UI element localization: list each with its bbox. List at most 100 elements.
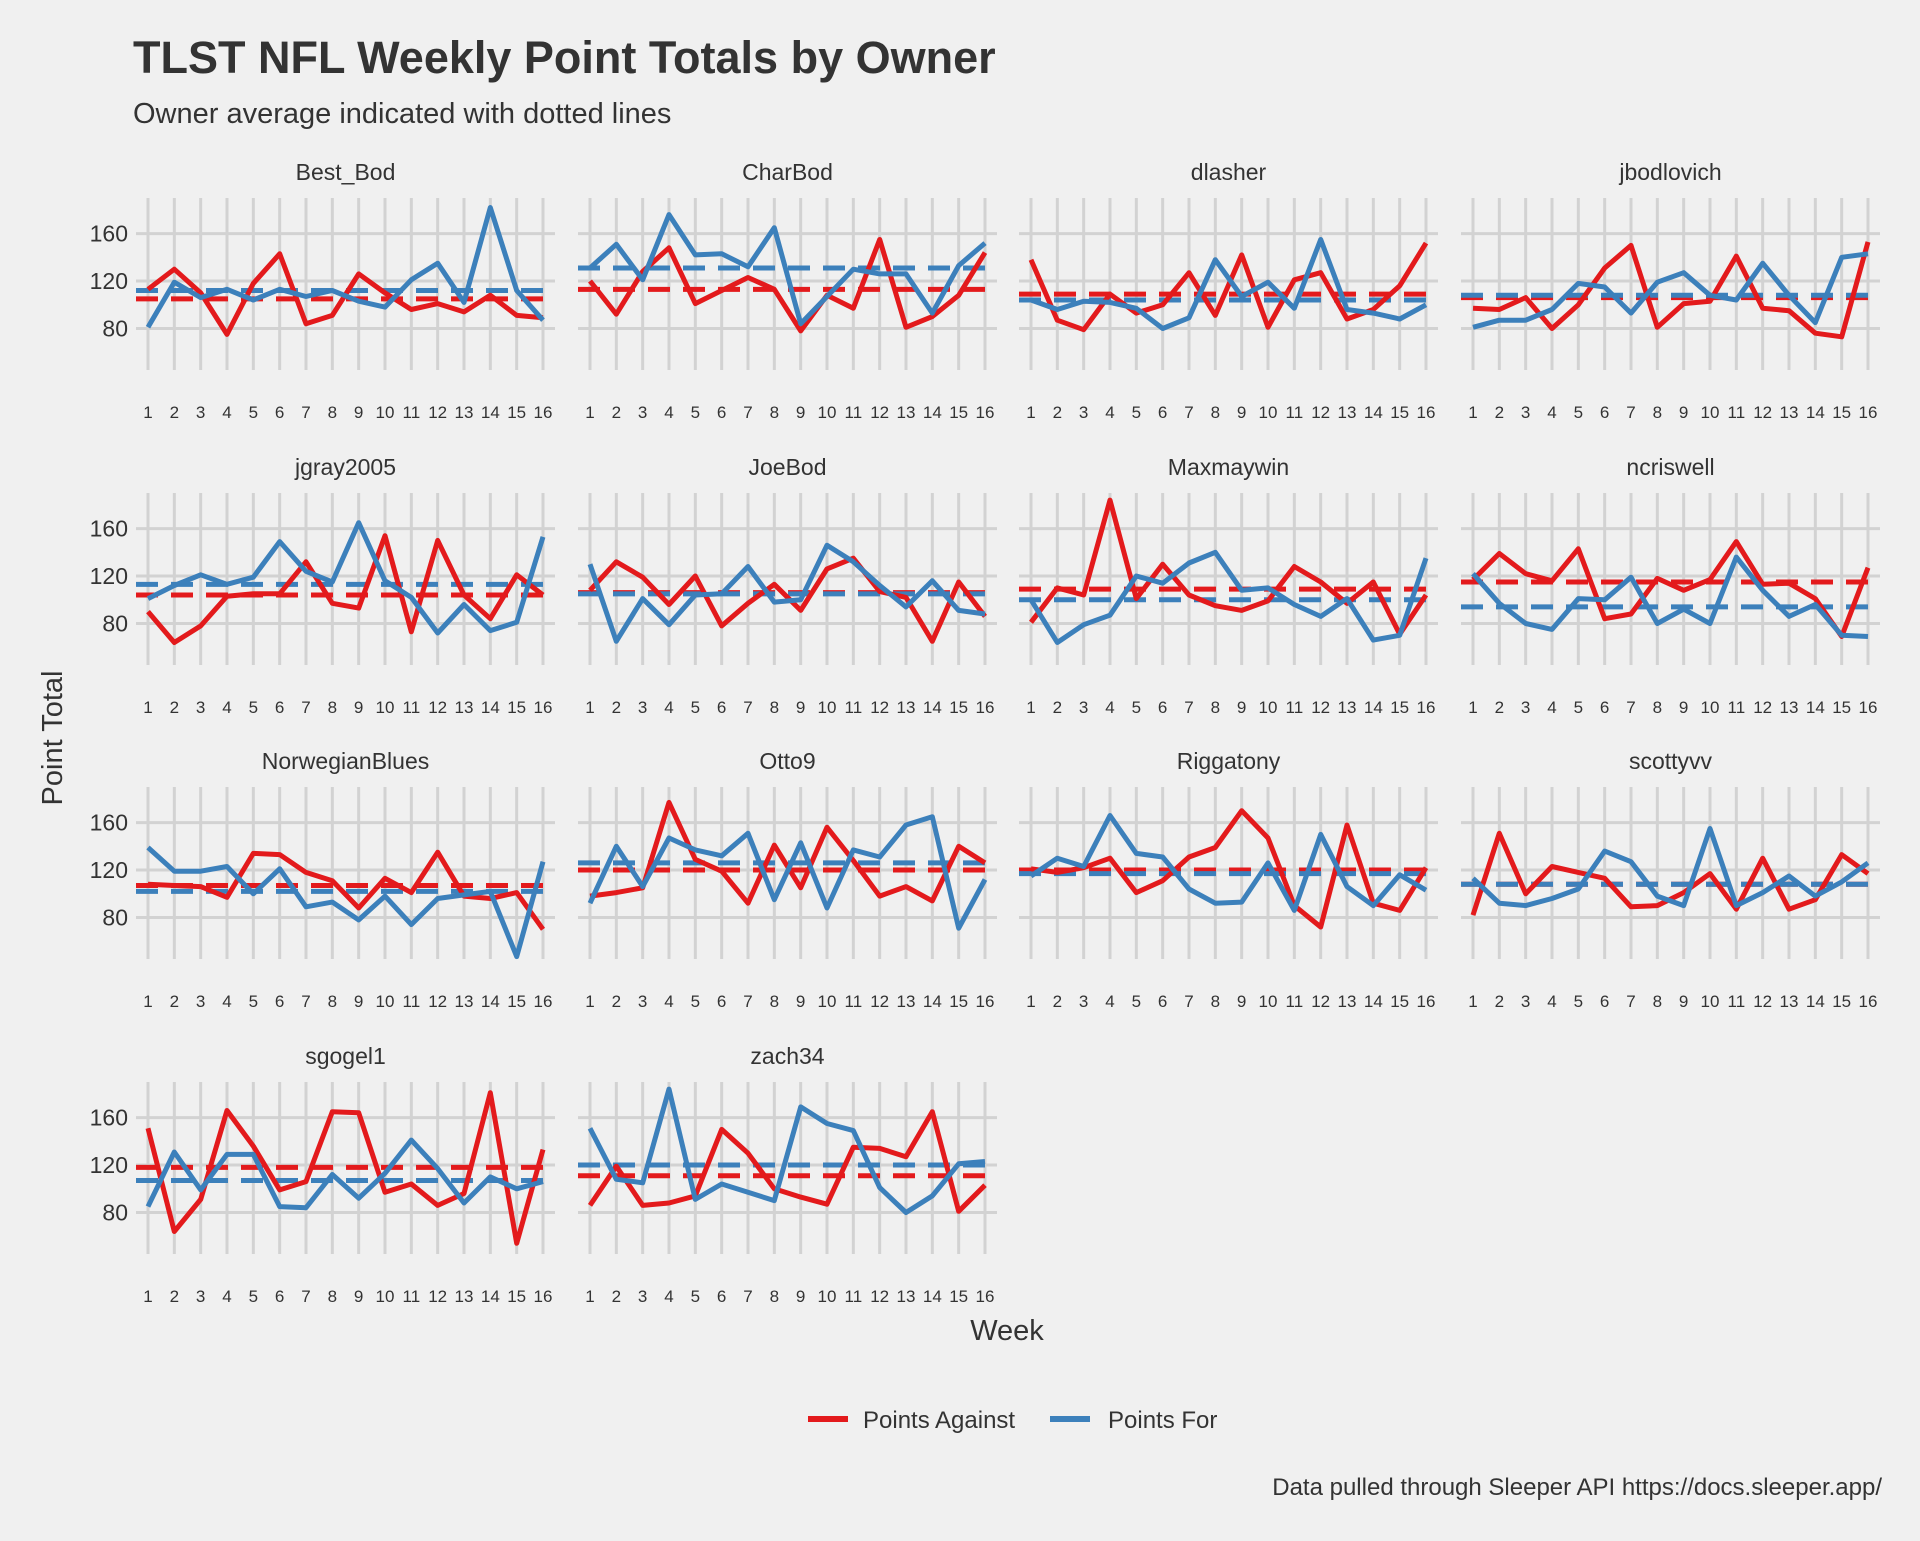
series-line-points-against	[588, 237, 988, 334]
y-tick-label: 80	[102, 1199, 128, 1225]
panel-title: CharBod	[742, 159, 833, 185]
x-tick-label: 12	[870, 403, 889, 422]
y-tick-label: 120	[90, 1152, 128, 1178]
x-tick-label: 4	[664, 403, 673, 422]
x-tick-label: 16	[976, 992, 995, 1011]
x-tick-label: 8	[1211, 403, 1220, 422]
series-line-points-for	[1472, 251, 1869, 330]
x-tick-label: 1	[585, 403, 594, 422]
x-tick-label: 4	[222, 698, 231, 717]
x-tick-label: 13	[897, 403, 916, 422]
x-tick-label: 8	[1211, 698, 1220, 717]
series-line-points-for	[1030, 237, 1428, 331]
x-tick-label: 15	[1832, 698, 1851, 717]
panel-title: sgogel1	[305, 1043, 386, 1069]
x-tick-label: 14	[1806, 403, 1825, 422]
x-tick-label: 4	[664, 698, 673, 717]
x-tick-label: 10	[818, 403, 837, 422]
x-tick-label: 8	[328, 698, 337, 717]
x-tick-label: 13	[1338, 698, 1357, 717]
y-axis-label: Point Total	[37, 671, 69, 806]
x-tick-label: 5	[691, 403, 700, 422]
x-tick-label: 15	[1390, 403, 1409, 422]
y-tick-label: 160	[90, 221, 128, 247]
x-tick-label: 3	[196, 403, 205, 422]
x-tick-label: 1	[1468, 992, 1477, 1011]
x-tick-label: 9	[1679, 698, 1688, 717]
x-tick-label: 14	[1806, 698, 1825, 717]
series-line-points-for	[1471, 554, 1869, 639]
x-tick-label: 16	[534, 698, 553, 717]
x-tick-label: 7	[1184, 698, 1193, 717]
x-tick-label: 11	[403, 1287, 421, 1306]
x-tick-label: 5	[691, 992, 700, 1011]
x-tick-label: 14	[1364, 698, 1383, 717]
x-tick-label: 2	[1053, 698, 1062, 717]
y-tick-label: 120	[90, 857, 128, 883]
x-tick-label: 6	[275, 698, 284, 717]
x-tick-label: 5	[1574, 403, 1583, 422]
y-tick-label: 160	[90, 516, 128, 542]
x-tick-label: 1	[143, 1287, 152, 1306]
x-tick-label: 2	[1495, 403, 1504, 422]
x-tick-label: 6	[1158, 698, 1167, 717]
x-tick-label: 7	[743, 698, 752, 717]
x-tick-label: 6	[1600, 698, 1609, 717]
x-tick-label: 1	[1026, 992, 1035, 1011]
x-tick-label: 4	[1547, 992, 1556, 1011]
x-tick-label: 9	[354, 992, 363, 1011]
x-tick-label: 1	[585, 698, 594, 717]
chart-caption: Data pulled through Sleeper API https://…	[1272, 1474, 1882, 1501]
x-tick-label: 15	[1832, 992, 1851, 1011]
x-tick-label: 10	[376, 698, 395, 717]
x-tick-label: 10	[1259, 698, 1278, 717]
series-line-points-against	[1029, 497, 1429, 637]
x-tick-label: 2	[170, 992, 179, 1011]
x-tick-label: 13	[1780, 403, 1799, 422]
x-tick-label: 5	[1574, 992, 1583, 1011]
x-tick-label: 16	[1417, 403, 1436, 422]
x-tick-label: 4	[1547, 403, 1556, 422]
series-line-points-against	[146, 533, 545, 645]
x-tick-label: 11	[845, 992, 863, 1011]
x-tick-label: 2	[1495, 698, 1504, 717]
x-tick-label: 9	[796, 403, 805, 422]
x-tick-label: 6	[275, 992, 284, 1011]
panel-title: Riggatony	[1177, 748, 1281, 774]
x-tick-label: 4	[222, 403, 231, 422]
x-tick-label: 12	[1311, 992, 1330, 1011]
x-tick-label: 6	[1158, 403, 1167, 422]
x-tick-label: 7	[743, 992, 752, 1011]
x-tick-label: 13	[455, 403, 474, 422]
x-tick-label: 5	[249, 992, 258, 1011]
x-tick-label: 8	[770, 698, 779, 717]
x-tick-label: 7	[1184, 992, 1193, 1011]
series-line-points-for	[587, 1086, 986, 1215]
panel-title: JoeBod	[748, 454, 826, 480]
x-tick-label: 14	[481, 403, 500, 422]
y-tick-label: 120	[90, 563, 128, 589]
y-tick-label: 120	[90, 268, 128, 294]
x-tick-label: 13	[455, 698, 474, 717]
x-tick-label: 5	[691, 698, 700, 717]
x-tick-label: 4	[222, 992, 231, 1011]
legend-item-points-against: Points Against	[808, 1407, 1015, 1434]
x-tick-label: 1	[143, 992, 152, 1011]
x-tick-label: 5	[1132, 403, 1141, 422]
x-tick-label: 2	[612, 992, 621, 1011]
x-tick-label: 7	[1184, 403, 1193, 422]
x-tick-label: 13	[897, 698, 916, 717]
x-tick-label: 15	[1390, 992, 1409, 1011]
panel-title: dlasher	[1191, 159, 1267, 185]
x-tick-label: 10	[1259, 992, 1278, 1011]
x-tick-label: 14	[923, 403, 942, 422]
x-tick-label: 16	[1859, 698, 1878, 717]
x-tick-label: 7	[743, 403, 752, 422]
x-tick-label: 3	[638, 698, 647, 717]
legend-label: Points Against	[863, 1407, 1015, 1434]
